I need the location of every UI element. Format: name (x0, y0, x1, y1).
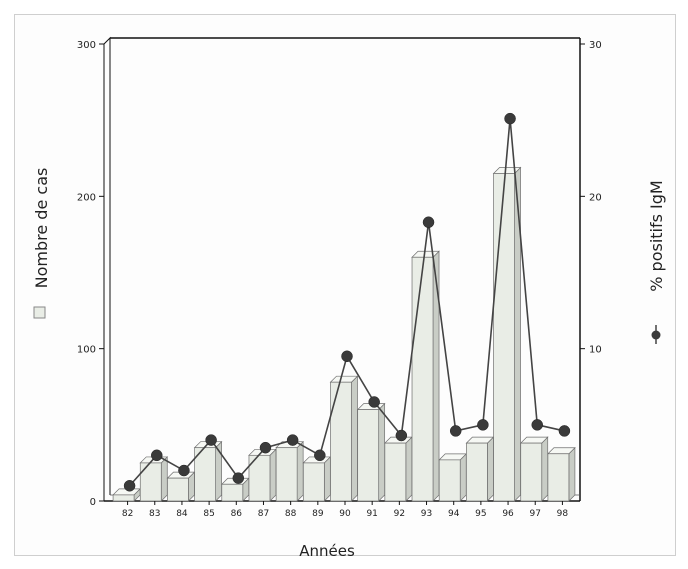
bar-side (514, 166, 521, 502)
bar (302, 462, 325, 502)
line-point (395, 429, 408, 442)
bar (493, 173, 515, 502)
bar (384, 442, 407, 502)
line-point (286, 434, 299, 446)
bar-side (323, 456, 331, 502)
y-left-tick-label: 0 (90, 497, 96, 508)
y-left-tick-label: 200 (77, 192, 96, 203)
x-tick-label: 95 (475, 509, 486, 519)
bar (438, 459, 461, 502)
line-point (477, 419, 489, 431)
x-tick-label: 92 (394, 509, 405, 519)
bar-side (160, 456, 168, 502)
bar (275, 447, 298, 502)
legend-marker (651, 330, 661, 340)
x-axis-title: Années (299, 542, 355, 560)
line-point (232, 472, 245, 484)
bar (112, 494, 135, 502)
line-point (558, 425, 571, 437)
y-left-tick-label: 300 (77, 40, 96, 51)
x-tick-label: 84 (176, 509, 188, 519)
bar-side (405, 436, 413, 502)
y-left-tick-label: 100 (77, 345, 96, 356)
y-left-axis-title: Nombre de cas (32, 168, 51, 289)
x-tick-label: 85 (203, 509, 214, 519)
bar-side (568, 446, 576, 502)
bar (167, 477, 189, 502)
x-tick-label: 97 (530, 509, 541, 519)
bar-side (269, 448, 277, 502)
y-right-axis-title: % positifs IgM (647, 180, 666, 291)
bar (520, 442, 543, 502)
x-tick-label: 83 (149, 509, 160, 519)
left-axis-3d (103, 36, 111, 501)
line-point (531, 419, 543, 431)
legend-swatch-bars (33, 306, 46, 319)
x-tick-label: 89 (312, 509, 324, 519)
line-point (123, 480, 136, 492)
line-point (504, 112, 516, 125)
x-tick-label: 96 (502, 509, 514, 519)
x-tick-label: 91 (366, 509, 377, 519)
y-right-tick-label: 10 (589, 345, 602, 356)
line-point (205, 434, 217, 446)
line-point (178, 464, 190, 477)
line-point (422, 216, 435, 228)
line-point (368, 396, 380, 408)
bar (466, 442, 488, 502)
y-right-tick-label: 30 (589, 40, 602, 51)
x-tick-label: 94 (448, 509, 460, 519)
x-tick-label: 90 (339, 509, 351, 519)
x-tick-label: 88 (285, 509, 297, 519)
bar (547, 453, 570, 502)
line-point (449, 425, 462, 437)
x-tick-label: 87 (258, 509, 269, 519)
bar (221, 483, 244, 502)
y-right-tick-label: 20 (589, 192, 602, 203)
bar (357, 409, 380, 502)
x-tick-label: 93 (421, 509, 432, 519)
bar-side (459, 453, 467, 502)
x-tick-label: 98 (557, 509, 569, 519)
bar-side (351, 375, 358, 502)
line-point (314, 449, 326, 462)
bar-side (378, 402, 386, 502)
bar-side (487, 436, 494, 502)
x-tick-label: 86 (231, 509, 243, 519)
bar (411, 256, 434, 502)
bar-side (541, 436, 549, 502)
bar-side (296, 440, 304, 502)
bar (139, 462, 162, 502)
bar-side (432, 250, 440, 502)
line-point (259, 441, 272, 454)
x-tick-label: 82 (122, 509, 133, 519)
line-point (151, 449, 163, 462)
bar (330, 381, 352, 502)
line-point (341, 350, 353, 363)
